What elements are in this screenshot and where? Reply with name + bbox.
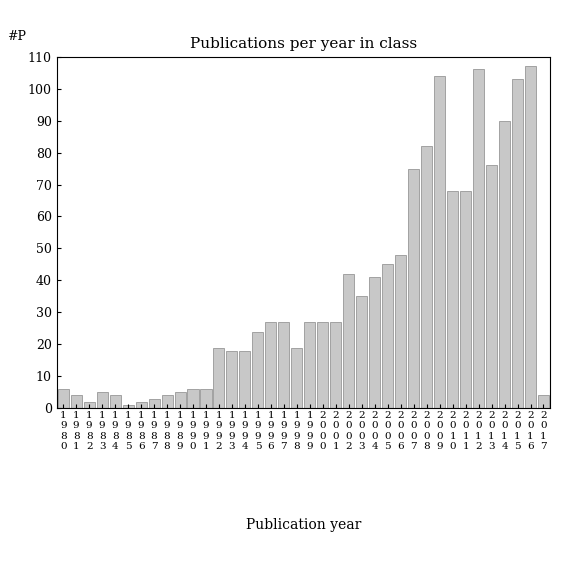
Bar [395, 255, 406, 408]
Bar [473, 70, 484, 408]
Bar [460, 191, 471, 408]
Bar [213, 348, 225, 408]
Bar [421, 146, 432, 408]
Bar [278, 322, 289, 408]
Bar [499, 121, 510, 408]
Bar [239, 351, 251, 408]
Title: Publications per year in class: Publications per year in class [190, 37, 417, 52]
Bar [343, 274, 354, 408]
Bar [162, 395, 172, 408]
Bar [447, 191, 458, 408]
Bar [512, 79, 523, 408]
Bar [304, 322, 315, 408]
Bar [175, 392, 185, 408]
Bar [122, 405, 134, 408]
Bar [84, 402, 95, 408]
Bar [265, 322, 276, 408]
Bar [331, 322, 341, 408]
Bar [201, 389, 211, 408]
Bar [525, 66, 536, 408]
Bar [408, 168, 419, 408]
Bar [58, 389, 69, 408]
Bar [369, 277, 380, 408]
Bar [109, 395, 121, 408]
Bar [252, 332, 264, 408]
Bar [136, 402, 147, 408]
Bar [291, 348, 302, 408]
Bar [96, 392, 108, 408]
Bar [188, 389, 198, 408]
Bar [318, 322, 328, 408]
X-axis label: Publication year: Publication year [246, 518, 361, 532]
Bar [356, 297, 367, 408]
Bar [382, 264, 393, 408]
Bar [538, 395, 549, 408]
Bar [434, 76, 445, 408]
Bar [226, 351, 238, 408]
Bar [71, 395, 82, 408]
Bar [486, 166, 497, 408]
Text: #P: #P [7, 29, 27, 43]
Bar [149, 399, 159, 408]
